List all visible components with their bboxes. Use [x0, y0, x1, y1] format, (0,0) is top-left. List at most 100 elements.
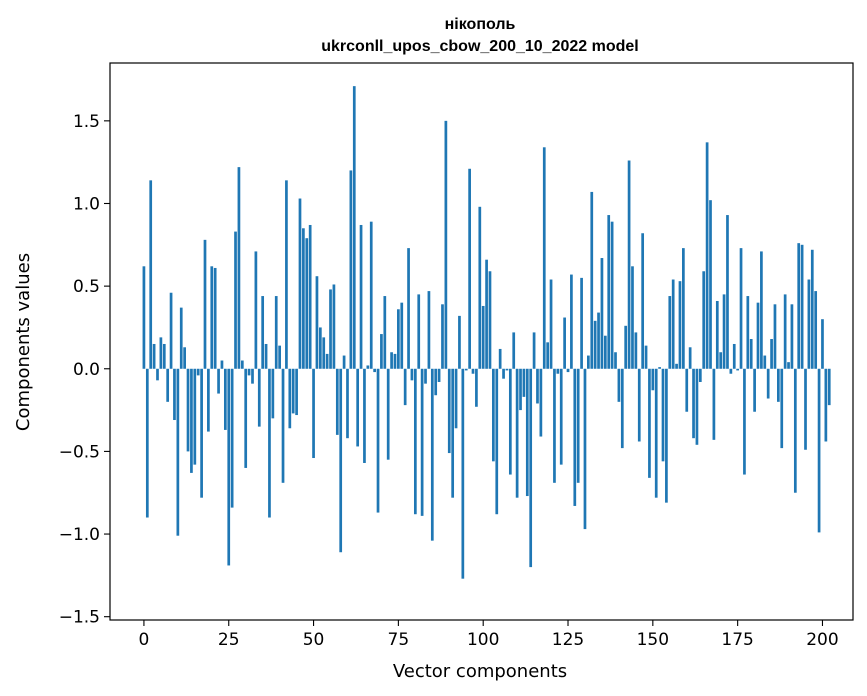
bar-19: [207, 368, 210, 432]
bar-28: [237, 167, 241, 369]
bar-152: [658, 367, 661, 369]
bar-108: [508, 368, 512, 475]
bar-75: [397, 309, 400, 369]
bar-133: [593, 320, 597, 369]
bar-0: [142, 266, 146, 369]
bar-65: [363, 368, 366, 463]
bar-88: [441, 304, 444, 369]
bar-89: [444, 120, 448, 369]
bar-64: [359, 224, 363, 369]
bar-91: [451, 368, 455, 498]
bar-27: [234, 231, 237, 369]
bar-148: [644, 345, 648, 369]
bar-24: [223, 368, 227, 430]
bar-49: [308, 224, 312, 369]
bar-4: [156, 368, 159, 381]
bar-129: [580, 277, 583, 369]
bar-57: [335, 368, 339, 435]
bar-191: [790, 304, 794, 369]
bar-131: [587, 355, 590, 369]
bar-113: [525, 368, 529, 497]
bar-58: [339, 368, 343, 553]
y-tick-label: 1.0: [73, 194, 100, 214]
bar-1: [145, 368, 149, 518]
bar-13: [186, 368, 190, 452]
y-tick-label: −1.0: [59, 525, 100, 545]
bar-162: [692, 368, 695, 439]
bar-143: [627, 160, 631, 369]
bar-26: [230, 368, 234, 508]
x-tick-label: 100: [467, 630, 499, 650]
bar-112: [522, 368, 526, 397]
bar-115: [532, 332, 536, 369]
bar-73: [390, 352, 393, 369]
bar-193: [797, 243, 801, 369]
bar-63: [356, 368, 360, 447]
y-tick-label: −0.5: [59, 442, 100, 462]
bar-118: [542, 147, 546, 369]
bar-59: [342, 355, 346, 369]
bar-192: [793, 368, 797, 493]
bar-189: [783, 294, 787, 369]
bar-139: [614, 352, 617, 369]
bar-155: [668, 296, 672, 369]
bar-199: [817, 368, 821, 533]
bar-76: [400, 302, 404, 369]
bar-37: [268, 368, 271, 518]
bar-202: [827, 368, 831, 406]
bar-93: [458, 315, 461, 369]
x-tick-label: 25: [218, 630, 240, 650]
bar-35: [261, 296, 265, 369]
bar-20: [210, 266, 214, 369]
bar-53: [322, 337, 326, 369]
bar-41: [281, 368, 285, 483]
bar-101: [485, 259, 488, 369]
bar-141: [620, 368, 624, 449]
bar-68: [373, 368, 376, 373]
bar-22: [217, 368, 220, 394]
bar-125: [566, 368, 570, 373]
bar-144: [631, 266, 634, 369]
bar-11: [179, 307, 183, 369]
bar-167: [709, 200, 712, 369]
bar-124: [563, 317, 566, 369]
chart-title-line1: нікополь: [445, 16, 516, 33]
bar-43: [288, 368, 292, 429]
bar-201: [824, 368, 828, 442]
bar-21: [213, 267, 217, 369]
bar-34: [257, 368, 261, 427]
bar-103: [492, 368, 495, 462]
bar-44: [291, 368, 295, 414]
bar-series: [142, 86, 831, 579]
bar-32: [251, 368, 254, 384]
bar-127: [573, 368, 577, 506]
bar-138: [610, 221, 614, 369]
bar-185: [770, 339, 773, 369]
bar-122: [556, 368, 560, 374]
x-tick-label: 0: [139, 630, 150, 650]
bar-183: [763, 355, 767, 369]
bar-56: [332, 284, 336, 369]
bar-164: [698, 368, 702, 382]
y-tick-label: 0.0: [73, 360, 100, 380]
bar-99: [478, 206, 482, 369]
bar-151: [654, 368, 658, 498]
bar-81: [417, 294, 421, 369]
bar-82: [420, 368, 424, 516]
bar-46: [298, 198, 302, 369]
bar-78: [407, 248, 410, 369]
bar-165: [702, 271, 706, 369]
bar-156: [671, 279, 675, 369]
bar-74: [393, 353, 397, 369]
bar-52: [318, 327, 322, 369]
bar-182: [760, 251, 763, 369]
bar-31: [247, 368, 251, 376]
y-axis-label: Components values: [13, 253, 34, 431]
bar-186: [773, 304, 777, 369]
x-axis-ticks: 0 25 50 75 100 125 150 175 200: [139, 620, 839, 650]
bar-130: [583, 368, 587, 530]
bar-25: [227, 368, 231, 566]
bar-126: [570, 274, 573, 369]
